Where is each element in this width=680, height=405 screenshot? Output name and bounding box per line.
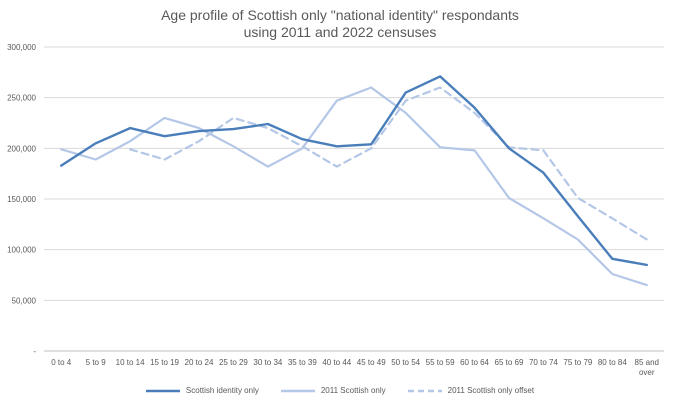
- x-tick-label: 40 to 44: [322, 358, 351, 367]
- legend-item-2011-scottish-only-offset: 2011 Scottish only offset: [407, 386, 535, 395]
- x-tick-label: 75 to 79: [563, 358, 592, 367]
- series-2011-scottish-only: [60, 86, 648, 287]
- y-tick-label: 250,000: [7, 94, 36, 103]
- legend-label-scottish-identity-only: Scottish identity only: [185, 386, 259, 395]
- y-tick-label: 150,000: [7, 195, 36, 204]
- x-tick-label: 25 to 29: [219, 358, 248, 367]
- x-tick-label: 10 to 14: [116, 358, 145, 367]
- x-tick-label: 15 to 19: [150, 358, 179, 367]
- x-tick-label: 50 to 54: [391, 358, 420, 367]
- y-tick-label: -: [33, 347, 36, 356]
- x-tick-label: 70 to 74: [529, 358, 558, 367]
- chart-title: Age profile of Scottish only "national i…: [0, 7, 680, 41]
- series-line: [129, 86, 648, 241]
- x-tick-label: 20 to 24: [185, 358, 214, 367]
- legend-label-2011-scottish-only-offset: 2011 Scottish only offset: [447, 386, 535, 395]
- series-2011-scottish-only-offset: [129, 86, 648, 241]
- chart-title-line-1: Age profile of Scottish only "national i…: [161, 7, 519, 23]
- legend-swatch-2011-scottish-only-offset: [407, 389, 442, 392]
- x-tick-label: 5 to 9: [86, 358, 107, 367]
- x-tick-label: 85 and over: [635, 358, 659, 377]
- x-tick-label: 55 to 59: [426, 358, 455, 367]
- x-tick-label: 35 to 39: [288, 358, 317, 367]
- y-axis-labels: - 50,000 100,000 150,000 200,000 250,000 300,0…: [7, 43, 36, 356]
- y-tick-label: 300,000: [7, 43, 36, 52]
- x-tick-label: 80 to 84: [598, 358, 627, 367]
- gridlines: [44, 46, 664, 352]
- series-line: [60, 86, 648, 287]
- x-tick-label-line: over: [639, 368, 655, 377]
- legend-swatch-scottish-identity-only: [145, 389, 180, 392]
- x-axis-labels: 0 to 4 5 to 9 10 to 14 15 to 19 20 to 24 25 t…: [51, 358, 659, 377]
- y-tick-label: 100,000: [7, 246, 36, 255]
- x-tick-label-line: 85 and: [635, 358, 659, 367]
- x-tick-label: 0 to 4: [51, 358, 72, 367]
- legend-label-2011-scottish-only: 2011 Scottish only: [320, 386, 386, 395]
- x-tick-label: 65 to 69: [495, 358, 524, 367]
- y-tick-label: 50,000: [12, 296, 37, 305]
- legend: Scottish identity only 2011 Scottish onl…: [0, 386, 680, 395]
- legend-swatch-2011-scottish-only: [280, 389, 315, 392]
- x-tick-label: 45 to 49: [357, 358, 386, 367]
- y-tick-label: 200,000: [7, 144, 36, 153]
- legend-item-2011-scottish-only: 2011 Scottish only: [280, 386, 386, 395]
- series-line: [60, 75, 648, 267]
- x-tick-label: 30 to 34: [253, 358, 282, 367]
- legend-item-scottish-identity-only: Scottish identity only: [145, 386, 259, 395]
- series-scottish-identity-only: [60, 75, 648, 267]
- x-tick-label: 60 to 64: [460, 358, 489, 367]
- chart-title-line-2: using 2011 and 2022 censuses: [243, 24, 437, 40]
